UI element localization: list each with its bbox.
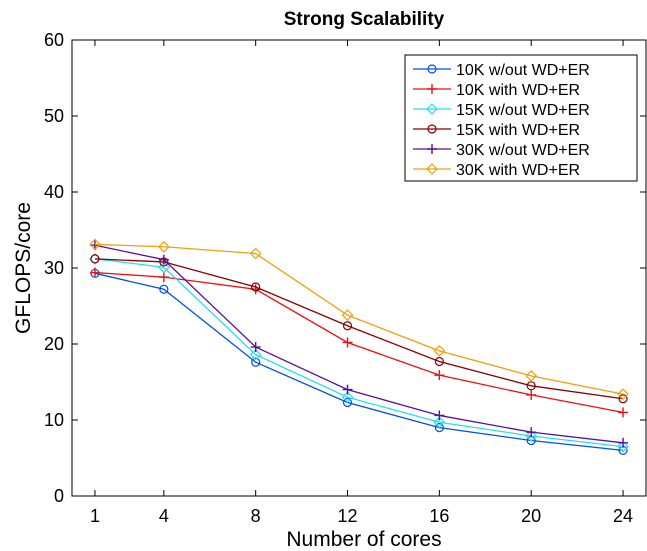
data-point	[341, 309, 354, 321]
x-tick-label: 16	[429, 506, 449, 526]
y-axis-label: GFLOPS/core	[12, 202, 35, 334]
legend-entry: 15K with WD+ER	[413, 122, 580, 139]
series-6	[89, 238, 629, 401]
data-point	[249, 247, 262, 260]
data-point	[526, 381, 536, 391]
y-tick-label: 0	[54, 486, 64, 506]
x-tick-label: 8	[251, 506, 261, 526]
legend-marker	[426, 103, 438, 115]
y-tick-label: 40	[44, 182, 64, 202]
data-point	[89, 267, 100, 278]
legend-label: 30K w/out WD+ER	[456, 142, 590, 159]
legend-entry: 10K w/out WD+ER	[413, 62, 590, 79]
series-line	[94, 258, 624, 448]
data-point	[90, 254, 100, 264]
legend-marker	[427, 64, 437, 74]
series-1	[90, 268, 628, 455]
data-point	[618, 407, 629, 418]
data-point	[433, 344, 446, 357]
data-point	[158, 254, 169, 265]
data-point	[342, 321, 353, 331]
series-line	[94, 244, 624, 444]
series-line	[94, 271, 624, 414]
x-tick-label: 12	[338, 506, 358, 526]
x-tick-label: 4	[159, 506, 169, 526]
data-point	[250, 342, 261, 353]
x-axis-label: Number of cores	[286, 528, 441, 551]
data-point	[617, 440, 629, 453]
legend-marker	[427, 124, 437, 134]
data-point	[433, 416, 446, 429]
data-point	[251, 357, 261, 367]
series-line	[94, 258, 624, 400]
data-point	[434, 356, 444, 367]
y-tick-label: 10	[44, 410, 64, 430]
data-point	[526, 427, 537, 438]
legend-label: 10K with WD+ER	[456, 82, 580, 99]
legend-marker	[427, 84, 437, 94]
data-point	[159, 284, 169, 294]
data-point	[525, 370, 538, 382]
data-point	[434, 370, 445, 381]
legend-label: 15K with WD+ER	[456, 122, 580, 139]
legend-entry: 10K with WD+ER	[413, 82, 580, 99]
y-axis: 0 10 20 30 40 50 60	[44, 30, 646, 506]
series-5	[89, 240, 629, 448]
y-tick-label: 30	[44, 258, 64, 278]
data-point	[618, 394, 628, 404]
x-axis: 1 4 8 12 16 20 24	[90, 40, 633, 526]
legend-label: 10K w/out WD+ER	[456, 62, 590, 79]
data-point	[249, 348, 262, 361]
data-point	[434, 423, 444, 433]
y-tick-label: 20	[44, 334, 64, 354]
x-tick-label: 20	[521, 506, 541, 526]
legend-entry: 15K w/out WD+ER	[413, 102, 590, 119]
legend-marker	[427, 144, 437, 154]
data-point	[158, 272, 169, 283]
legend-label: 30K with WD+ER	[456, 162, 580, 179]
data-point	[342, 384, 353, 395]
data-point	[157, 240, 170, 253]
data-point	[618, 437, 629, 448]
legend-box	[404, 54, 638, 182]
series-layer	[89, 238, 629, 455]
series-line	[94, 272, 624, 452]
data-point	[342, 397, 353, 408]
y-tick-label: 50	[44, 106, 64, 126]
series-line	[94, 243, 624, 395]
legend: 10K w/out WD+ER 10K with WD+ER 15K w/out W…	[404, 54, 638, 182]
data-point	[157, 261, 170, 274]
data-point	[525, 430, 538, 442]
data-point	[341, 391, 354, 404]
series-4	[90, 254, 628, 404]
y-tick-label: 60	[44, 30, 64, 50]
x-tick-label: 1	[90, 506, 100, 526]
legend-entry: 30K with WD+ER	[413, 162, 580, 179]
data-point	[617, 388, 629, 401]
series-2	[89, 267, 629, 418]
x-tick-label: 24	[613, 506, 633, 526]
data-point	[342, 337, 353, 348]
legend-entry: 30K w/out WD+ER	[413, 142, 590, 159]
chart-title: Strong Scalability	[284, 9, 445, 30]
data-point	[434, 410, 445, 421]
legend-marker	[426, 163, 438, 175]
legend-label: 15K w/out WD+ER	[456, 102, 590, 119]
series-3	[89, 253, 629, 453]
data-point	[526, 389, 537, 400]
data-point	[89, 238, 101, 251]
data-point	[251, 282, 261, 292]
